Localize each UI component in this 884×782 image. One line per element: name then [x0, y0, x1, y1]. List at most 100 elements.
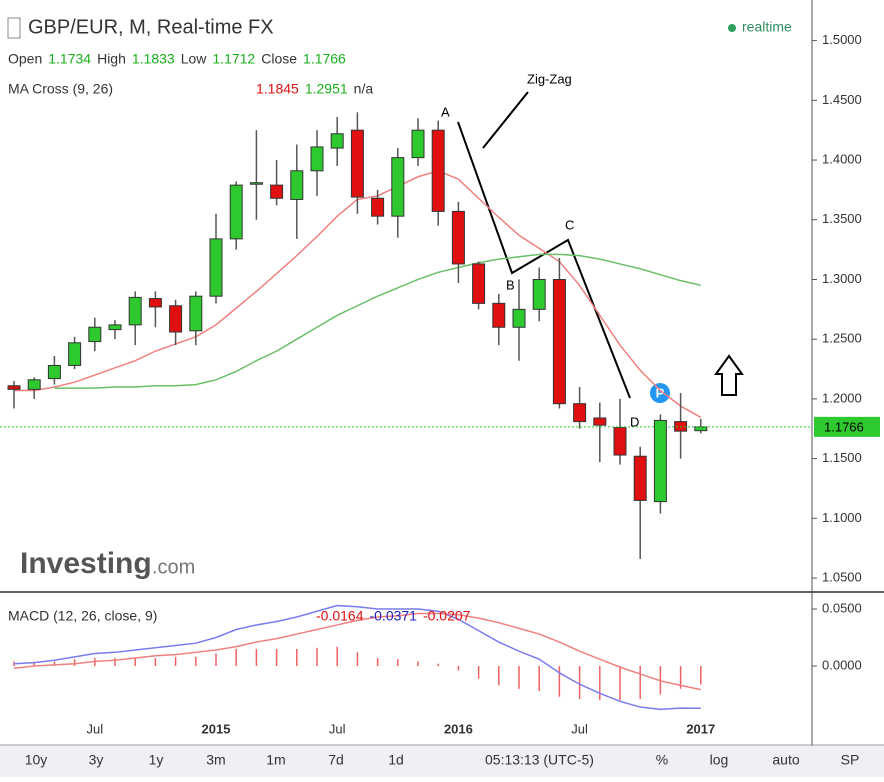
candle-body	[310, 146, 324, 172]
zig-zag-line	[457, 121, 631, 399]
macd-title: MACD (12, 26, close, 9)	[8, 608, 157, 624]
last-price-label: 1.1766	[824, 419, 864, 434]
macd-line	[13, 604, 701, 711]
indicator-extra: n/a	[354, 81, 374, 97]
candle-body	[290, 170, 304, 200]
y-tick-label: 0.0500	[822, 600, 862, 615]
candle-body	[411, 129, 425, 159]
clock: 05:13:13 (UTC-5)	[485, 752, 594, 768]
option-button[interactable]: SP	[841, 752, 860, 768]
candle-body	[653, 419, 667, 503]
range-button[interactable]: 1d	[388, 752, 404, 768]
y-tick-label: 0.0000	[822, 657, 862, 672]
watermark: Investing	[20, 547, 152, 580]
candle-body	[108, 324, 122, 331]
indicator-name: MA Cross (9, 26)	[8, 81, 113, 97]
option-button[interactable]: auto	[772, 752, 799, 768]
range-button[interactable]: 1m	[266, 752, 285, 768]
candle-body	[169, 305, 183, 333]
x-tick-label: Jul	[571, 721, 588, 736]
macd-line	[13, 612, 701, 691]
up-arrow	[714, 354, 744, 396]
candle-body	[350, 129, 364, 198]
ohlc-value: 1.1734	[48, 51, 91, 67]
x-tick-label: 2015	[202, 721, 231, 736]
ohlc-label: High	[97, 51, 126, 67]
candle-body	[391, 157, 405, 217]
ohlc-label: Close	[261, 51, 297, 67]
candle-body	[7, 385, 21, 390]
candle-body	[512, 308, 526, 328]
y-tick-label: 1.4500	[822, 92, 862, 107]
candle-body	[694, 426, 708, 432]
candle-body	[371, 197, 385, 217]
zig-zag-pointer	[482, 91, 529, 149]
y-tick-label: 1.2000	[822, 390, 862, 405]
candle-body	[88, 326, 102, 343]
candle-body	[270, 184, 284, 199]
candle-body	[593, 417, 607, 426]
y-tick-label: 1.1500	[822, 450, 862, 465]
x-tick-label: Jul	[329, 721, 346, 736]
title-box-icon	[7, 17, 21, 39]
zig-zag: P	[457, 91, 744, 403]
range-button[interactable]: 7d	[328, 752, 344, 768]
candle-body	[148, 298, 162, 308]
candle-body	[472, 263, 486, 304]
range-button[interactable]: 1y	[149, 752, 164, 768]
candle-body	[128, 296, 142, 326]
option-button[interactable]: %	[656, 752, 668, 768]
candle-body	[552, 278, 566, 405]
y-tick-label: 1.3000	[822, 271, 862, 286]
y-tick-label: 1.3500	[822, 211, 862, 226]
y-tick-label: 1.5000	[822, 32, 862, 47]
annotation-point: A	[441, 104, 450, 119]
watermark: .com	[152, 556, 195, 578]
candle-body	[47, 364, 61, 380]
macd-readout: -0.0371	[369, 608, 417, 624]
annotation-point: B	[506, 277, 515, 292]
ma-line	[54, 253, 701, 389]
chart-title: GBP/EUR, M, Real-time FX	[28, 16, 274, 38]
ohlc-value: 1.1712	[212, 51, 255, 67]
x-tick-label: 2017	[686, 721, 715, 736]
candle-body	[532, 278, 546, 310]
range-button[interactable]: 3y	[89, 752, 104, 768]
p-marker-label: P	[656, 385, 665, 400]
ohlc-value: 1.1833	[132, 51, 175, 67]
annotation-point: D	[630, 414, 639, 429]
candle-body	[249, 182, 263, 185]
macd-readout: -0.0164	[316, 608, 364, 624]
candle-body	[492, 302, 506, 328]
x-tick-label: Jul	[86, 721, 103, 736]
candle-body	[229, 184, 243, 240]
y-tick-label: 1.0500	[822, 569, 862, 584]
range-button[interactable]: 10y	[25, 752, 48, 768]
candle-body	[189, 295, 203, 332]
y-tick-label: 1.2500	[822, 331, 862, 346]
ohlc-label: Low	[181, 51, 208, 67]
candle-body	[633, 455, 647, 501]
ohlc-label: Open	[8, 51, 42, 67]
x-tick-label: 2016	[444, 721, 473, 736]
annotation-title: Zig-Zag	[527, 71, 572, 86]
status: realtime	[742, 19, 792, 35]
candle-body	[68, 342, 82, 366]
candle-body	[330, 133, 344, 149]
y-tick-label: 1.1000	[822, 510, 862, 525]
indicator-readout: 1.1845	[256, 81, 299, 97]
y-tick-label: 1.4000	[822, 151, 862, 166]
annotation-point: C	[565, 217, 574, 232]
candle-body	[209, 238, 223, 297]
indicator-readout: 1.2951	[305, 81, 348, 97]
status-dot	[728, 24, 736, 32]
toolbar-bg	[0, 746, 884, 777]
candle-body	[613, 427, 627, 456]
range-button[interactable]: 3m	[206, 752, 225, 768]
candle-body	[573, 403, 587, 423]
last-price-box	[814, 416, 880, 437]
macd-readout: -0.0207	[423, 608, 471, 624]
option-button[interactable]: log	[710, 752, 729, 768]
candle-body	[431, 129, 445, 212]
